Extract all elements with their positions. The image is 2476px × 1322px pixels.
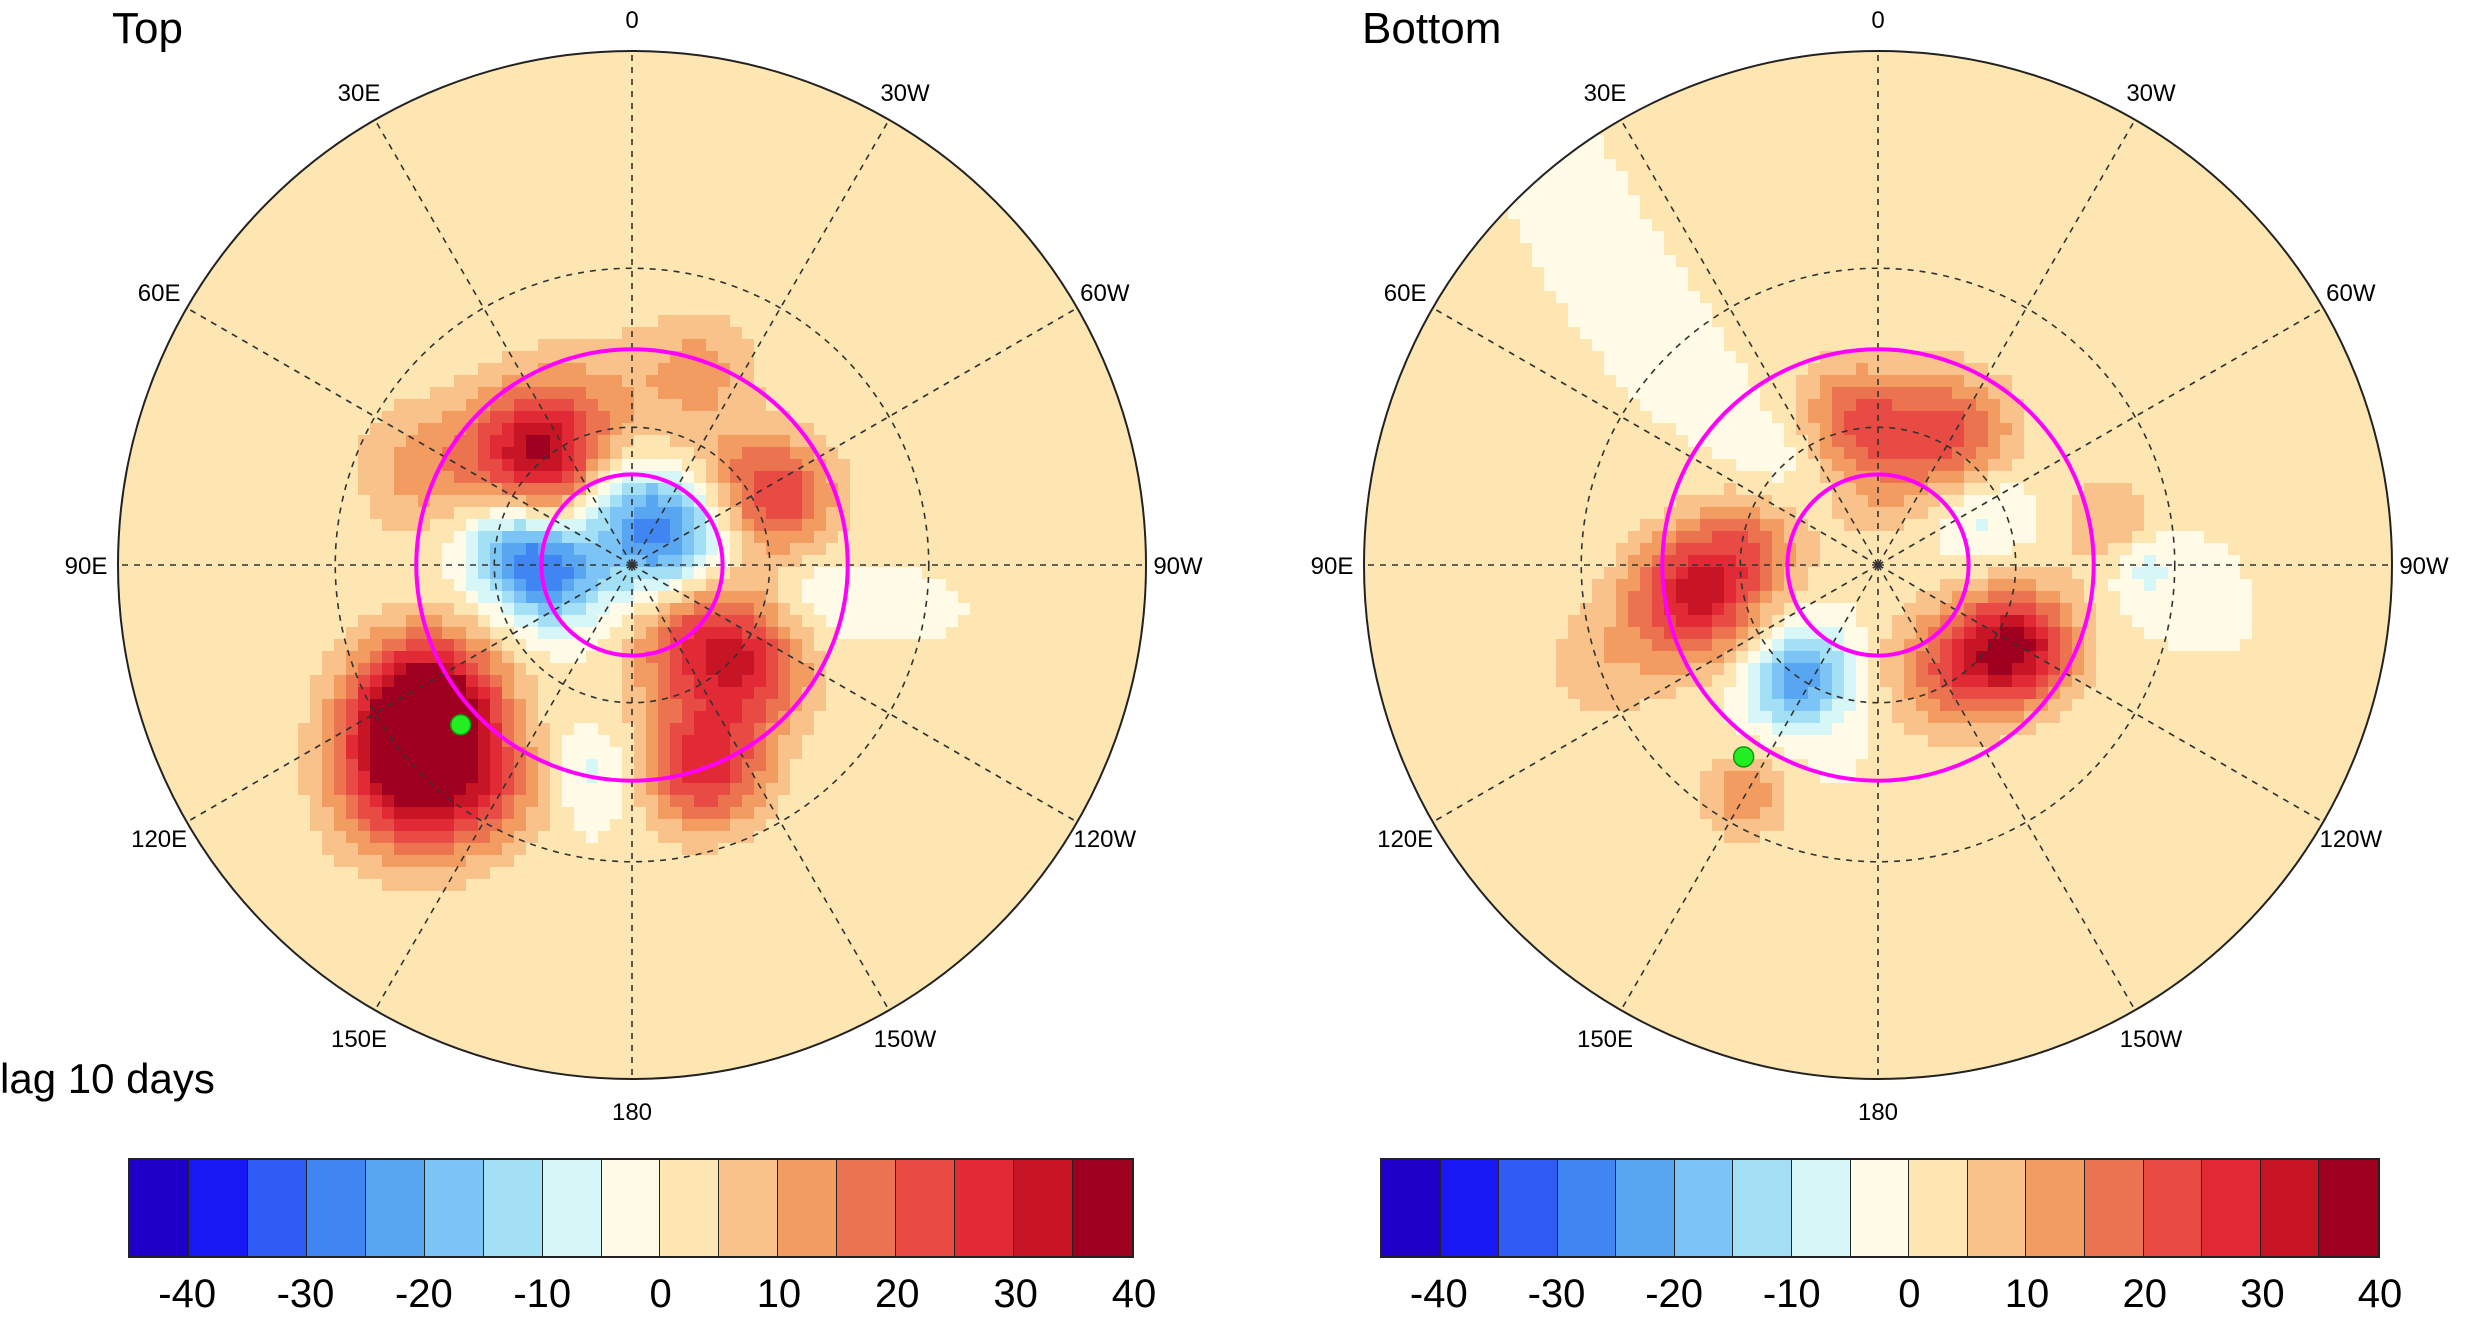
colorbar-swatch: [1733, 1160, 1792, 1256]
colorbar: [128, 1158, 1134, 1258]
colorbar-swatch: [1382, 1160, 1441, 1256]
longitude-label: 120E: [131, 826, 187, 853]
longitude-label: 90W: [1153, 553, 1203, 580]
colorbar-swatch: [484, 1160, 543, 1256]
colorbar-swatch: [1675, 1160, 1734, 1256]
colorbar-tick-label: -10: [1763, 1272, 1821, 1317]
longitude-label: 60W: [2326, 280, 2376, 307]
colorbar-swatch: [248, 1160, 307, 1256]
longitude-label: 150W: [2120, 1026, 2183, 1053]
location-marker: [1734, 747, 1754, 767]
colorbar-tick-label: 0: [649, 1272, 671, 1317]
polar-map: 0 30W 60W 90W 120W 150W 180 150E 120E 90E 60E 30E: [1238, 0, 2476, 1318]
longitude-label: 60E: [138, 280, 181, 307]
longitude-label: 120W: [1073, 826, 1136, 853]
longitude-label: 0: [1871, 7, 1884, 34]
colorbar-swatch: [1073, 1160, 1132, 1256]
colorbar-swatch: [1909, 1160, 1968, 1256]
colorbar-swatch: [896, 1160, 955, 1256]
colorbar-tick-label: 30: [2240, 1272, 2285, 1317]
colorbar-tick-label: -40: [158, 1272, 216, 1317]
longitude-label: 30E: [338, 80, 381, 107]
colorbar-swatch: [837, 1160, 896, 1256]
colorbar-tick-label: 0: [1898, 1272, 1920, 1317]
longitude-label: 150E: [331, 1026, 387, 1053]
longitude-label: 180: [1858, 1099, 1898, 1126]
colorbar-swatch: [660, 1160, 719, 1256]
colorbar-swatch: [543, 1160, 602, 1256]
polar-map: 0 30W 60W 90W 120W 150W 180 150E 120E 90E 60E 30E: [0, 0, 1238, 1318]
colorbar-swatch: [955, 1160, 1014, 1256]
colorbar-swatch: [2144, 1160, 2203, 1256]
longitude-label: 120W: [2319, 826, 2382, 853]
colorbar-swatch: [602, 1160, 661, 1256]
longitude-label: 60W: [1080, 280, 1130, 307]
colorbar-tick-label: -40: [1410, 1272, 1468, 1317]
colorbar-swatch: [778, 1160, 837, 1256]
colorbar-tick-label: 10: [757, 1272, 802, 1317]
colorbar-swatch: [719, 1160, 778, 1256]
longitude-label: 180: [612, 1099, 652, 1126]
colorbar-swatch: [2261, 1160, 2320, 1256]
colorbar: [1380, 1158, 2380, 1258]
colorbar-swatch: [189, 1160, 248, 1256]
colorbar-tick-label: 30: [993, 1272, 1038, 1317]
colorbar-swatch: [1499, 1160, 1558, 1256]
colorbar-swatch: [1014, 1160, 1073, 1256]
colorbar-swatch: [1441, 1160, 1500, 1256]
longitude-label: 30W: [880, 80, 930, 107]
longitude-label: 120E: [1377, 826, 1433, 853]
colorbar-swatch: [1792, 1160, 1851, 1256]
colorbar-swatch: [366, 1160, 425, 1256]
colorbar-tick-label: 40: [1112, 1272, 1157, 1317]
colorbar-swatch: [2085, 1160, 2144, 1256]
colorbar-tick-label: -30: [277, 1272, 335, 1317]
colorbar-tick-label: 40: [2358, 1272, 2403, 1317]
longitude-label: 30E: [1584, 80, 1627, 107]
colorbar-tick-label: 10: [2005, 1272, 2050, 1317]
colorbar-tick-label: 20: [2122, 1272, 2167, 1317]
longitude-label: 150W: [874, 1026, 937, 1053]
colorbar-swatch: [307, 1160, 366, 1256]
colorbar-swatch: [1968, 1160, 2027, 1256]
colorbar-tick-label: -10: [513, 1272, 571, 1317]
colorbar-swatch: [2202, 1160, 2261, 1256]
longitude-label: 90W: [2399, 553, 2449, 580]
longitude-label: 60E: [1384, 280, 1427, 307]
colorbar-swatch: [130, 1160, 189, 1256]
colorbar-tick-label: -20: [395, 1272, 453, 1317]
location-marker: [451, 715, 471, 735]
colorbar-tick-label: -30: [1528, 1272, 1586, 1317]
colorbar-tick-label: -20: [1645, 1272, 1703, 1317]
longitude-label: 90E: [65, 553, 108, 580]
longitude-label: 90E: [1311, 553, 1354, 580]
colorbar-swatch: [1851, 1160, 1910, 1256]
colorbar-tick-label: 20: [875, 1272, 920, 1317]
longitude-label: 30W: [2126, 80, 2176, 107]
longitude-label: 150E: [1577, 1026, 1633, 1053]
colorbar-swatch: [1558, 1160, 1617, 1256]
longitude-label: 0: [625, 7, 638, 34]
colorbar-swatch: [425, 1160, 484, 1256]
colorbar-swatch: [1616, 1160, 1675, 1256]
colorbar-swatch: [2026, 1160, 2085, 1256]
colorbar-swatch: [2319, 1160, 2378, 1256]
